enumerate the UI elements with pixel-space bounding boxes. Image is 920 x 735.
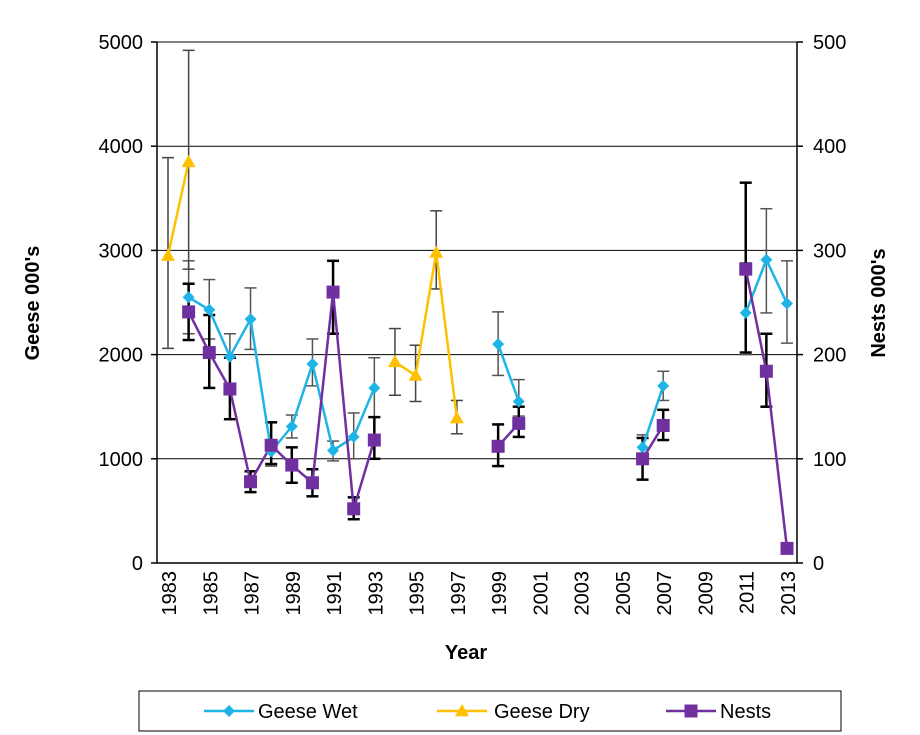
geese-wet-point	[512, 395, 525, 408]
geese-wet-point	[223, 350, 236, 363]
nests-point	[264, 438, 278, 452]
x-tick-label: 1991	[324, 571, 346, 616]
geese-wet-point	[285, 420, 298, 433]
legend-geese-wet-label: Geese Wet	[258, 701, 358, 723]
geese-wet-point	[781, 297, 793, 310]
x-tick-label: 2011	[737, 571, 759, 614]
geese-wet-point	[492, 338, 505, 351]
legend: Geese Wet Geese Dry Nests	[138, 690, 842, 732]
geese-dry-point	[429, 245, 444, 258]
legend-nests-label: Nests	[720, 701, 771, 723]
axes	[156, 42, 798, 564]
geese-wet-point	[739, 306, 752, 319]
geese-wet-point	[368, 381, 381, 394]
x-tick-label: 1983	[159, 571, 181, 616]
nests-point	[347, 502, 361, 516]
nests-point	[244, 475, 258, 489]
geese-dry-point	[161, 248, 175, 261]
legend-box	[138, 690, 842, 732]
x-tick-label: 2007	[654, 571, 676, 616]
nests-point	[223, 382, 237, 396]
legend-geese-wet-marker	[223, 705, 235, 717]
right-tick-label: 500	[813, 32, 846, 54]
geese-wet-point	[182, 291, 195, 304]
geese-dry-point	[449, 411, 464, 424]
nests-line	[187, 290, 376, 511]
geese-dry-point	[408, 368, 423, 381]
left-tick-label: 4000	[99, 136, 144, 158]
legend-geese-dry-marker	[455, 704, 469, 717]
nests-point	[491, 439, 505, 453]
geese-wet-point	[244, 313, 257, 326]
right-tick-label: 200	[813, 345, 846, 367]
geese-wet-line	[641, 385, 665, 448]
x-tick-label: 2013	[778, 571, 800, 616]
x-tick-label: 1989	[283, 571, 305, 616]
nests-point	[780, 541, 794, 555]
nests-point	[326, 285, 340, 299]
right-axis-title: Nests 000's	[868, 248, 890, 357]
nests-point	[202, 346, 216, 360]
geese-wet-point	[203, 303, 216, 316]
x-tick-labels: 1983 1985 1987 1989 1991 1993 1995 1997 1999 2001…	[159, 571, 800, 616]
x-tick-label: 1995	[407, 571, 429, 616]
nests-point	[182, 305, 196, 319]
geese-wet-point	[636, 441, 649, 454]
geese-wet-point	[327, 444, 340, 457]
x-axis-title: Year	[445, 642, 487, 664]
error-bars	[162, 49, 793, 521]
left-tick-label: 0	[132, 553, 143, 575]
left-tick-label: 3000	[99, 240, 144, 262]
nests-point	[367, 433, 381, 447]
geese-dry-point	[181, 154, 196, 168]
geese-dry-line	[166, 161, 190, 256]
right-tick-label: 300	[813, 240, 846, 262]
nests-point	[739, 262, 753, 276]
geese-wet-point	[760, 253, 773, 266]
geese-wet-point	[347, 430, 360, 443]
right-tick-labels: 0 100 200 300 400 500	[813, 32, 846, 575]
series-markers	[161, 154, 794, 555]
geese-dry-line	[394, 251, 459, 419]
nests-point	[512, 416, 526, 430]
x-tick-label: 1993	[365, 571, 387, 616]
nests-point	[305, 476, 319, 490]
x-tick-label: 2009	[695, 571, 717, 616]
x-tick-label: 2003	[572, 571, 594, 616]
x-tick-label: 2001	[530, 571, 552, 616]
right-tick-label: 0	[813, 553, 824, 575]
nests-point	[285, 458, 299, 472]
geese-wet-line	[496, 343, 520, 402]
x-tick-label: 1985	[200, 571, 222, 616]
geese-dry-point	[387, 354, 402, 368]
series-lines	[166, 161, 789, 549]
nests-point	[656, 418, 670, 432]
right-tick-label: 100	[813, 449, 846, 471]
geese-wet-line	[187, 296, 376, 453]
nests-point	[759, 364, 773, 378]
geese-wet-point	[306, 357, 319, 370]
geese-wet-point	[657, 379, 670, 392]
x-tick-label: 1987	[242, 571, 264, 616]
right-tick-label: 400	[813, 136, 846, 158]
left-tick-label: 2000	[99, 345, 144, 367]
x-tick-label: 2005	[613, 571, 635, 616]
nests-point	[636, 452, 650, 466]
left-axis-title: Geese 000's	[22, 246, 44, 361]
left-tick-label: 1000	[99, 449, 144, 471]
legend-geese-dry-label: Geese Dry	[494, 701, 590, 723]
legend-nests-marker	[684, 704, 698, 718]
left-tick-label: 5000	[99, 32, 144, 54]
left-tick-labels: 0 1000 2000 3000 4000 5000	[99, 32, 144, 575]
x-tick-label: 1999	[489, 571, 511, 616]
x-tick-label: 1997	[448, 571, 470, 616]
